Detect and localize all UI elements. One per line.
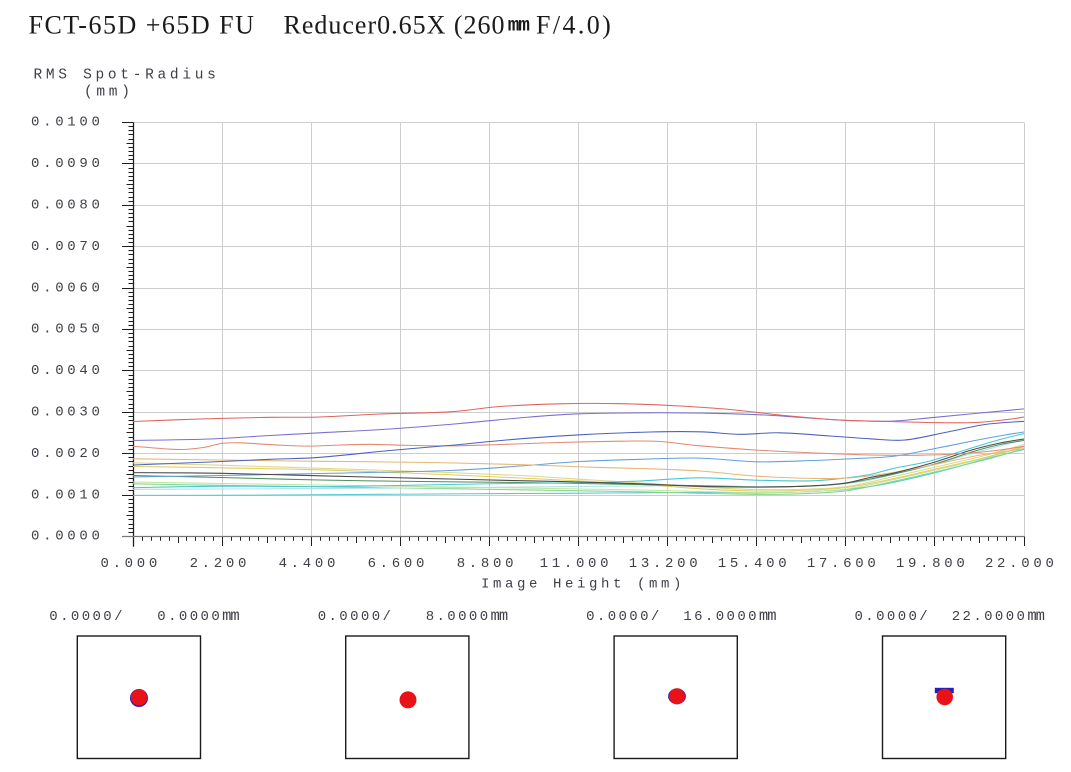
svg-text:0.0020: 0.0020 bbox=[31, 446, 104, 462]
svg-text:2.200: 2.200 bbox=[190, 556, 251, 572]
svg-text:Reducer0.65X (260: Reducer0.65X (260 bbox=[284, 11, 506, 40]
svg-text:(mm): (mm) bbox=[84, 85, 134, 101]
svg-text:11.000: 11.000 bbox=[540, 556, 613, 572]
svg-text:FCT-65D +65D FU: FCT-65D +65D FU bbox=[29, 11, 256, 40]
svg-text:4.400: 4.400 bbox=[279, 556, 340, 572]
svg-text:8.800: 8.800 bbox=[457, 556, 518, 572]
svg-text:mm: mm bbox=[508, 15, 530, 37]
svg-text:Image Height (mm): Image Height (mm) bbox=[481, 577, 685, 593]
svg-text:0.0050: 0.0050 bbox=[31, 322, 104, 338]
svg-text:0.0000/ 22.0000mm: 0.0000/ 22.0000mm bbox=[855, 607, 1045, 625]
svg-text:17.600: 17.600 bbox=[807, 556, 880, 572]
svg-text:19.800: 19.800 bbox=[896, 556, 969, 572]
svg-text:0.0060: 0.0060 bbox=[31, 280, 104, 296]
svg-text:0.0000/ 16.0000mm: 0.0000/ 16.0000mm bbox=[586, 607, 776, 625]
svg-text:0.0100: 0.0100 bbox=[31, 115, 104, 131]
svg-text:13.200: 13.200 bbox=[629, 556, 702, 572]
svg-text:0.0040: 0.0040 bbox=[31, 363, 104, 379]
svg-text:15.400: 15.400 bbox=[718, 556, 791, 572]
svg-text:0.0070: 0.0070 bbox=[31, 239, 104, 255]
svg-text:0.000: 0.000 bbox=[100, 556, 161, 572]
svg-text:0.0000/ 0.0000mm: 0.0000/ 0.0000mm bbox=[49, 607, 239, 625]
svg-text:0.0010: 0.0010 bbox=[31, 487, 104, 503]
svg-text:RMS Spot-Radius: RMS Spot-Radius bbox=[34, 68, 220, 84]
svg-text:0.0000/ 8.0000mm: 0.0000/ 8.0000mm bbox=[318, 607, 508, 625]
svg-text:0.0080: 0.0080 bbox=[31, 198, 104, 214]
svg-text:0.0000: 0.0000 bbox=[31, 529, 104, 545]
svg-text:F/4.0): F/4.0) bbox=[536, 11, 613, 40]
svg-text:6.600: 6.600 bbox=[368, 556, 429, 572]
svg-text:0.0030: 0.0030 bbox=[31, 405, 104, 421]
svg-text:0.0090: 0.0090 bbox=[31, 156, 104, 172]
svg-text:22.000: 22.000 bbox=[985, 556, 1058, 572]
